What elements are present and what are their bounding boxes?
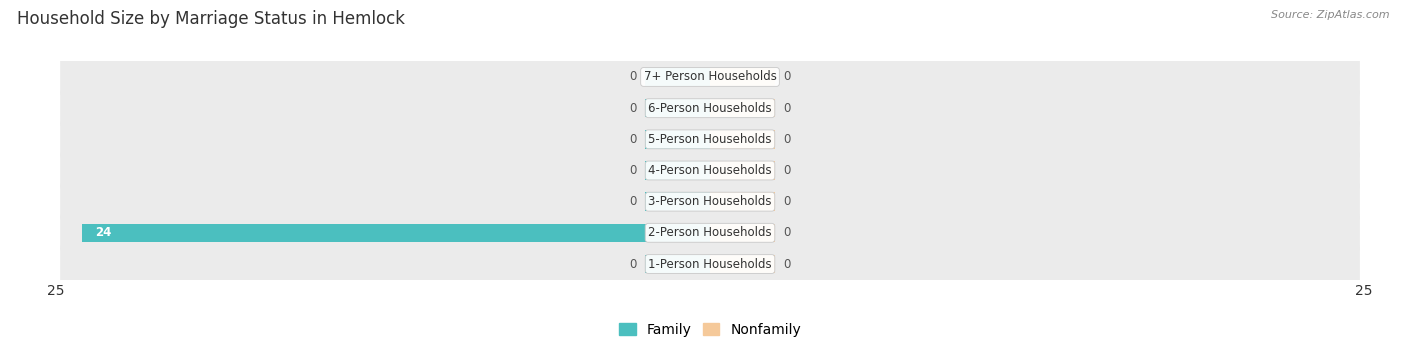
Text: Household Size by Marriage Status in Hemlock: Household Size by Marriage Status in Hem… — [17, 10, 405, 28]
FancyBboxPatch shape — [60, 244, 1360, 284]
Text: 0: 0 — [630, 102, 637, 115]
Bar — [710, 255, 776, 273]
FancyBboxPatch shape — [60, 120, 1360, 159]
Legend: Family, Nonfamily: Family, Nonfamily — [613, 317, 807, 341]
Bar — [644, 99, 710, 118]
Text: 0: 0 — [630, 164, 637, 177]
Text: 0: 0 — [630, 71, 637, 84]
Bar — [644, 192, 710, 211]
Bar — [644, 161, 710, 180]
Text: 0: 0 — [783, 257, 790, 270]
FancyBboxPatch shape — [60, 213, 1360, 252]
FancyBboxPatch shape — [60, 151, 1360, 190]
Bar — [710, 99, 776, 118]
Bar — [644, 68, 710, 86]
Bar — [710, 223, 776, 242]
Bar — [644, 130, 710, 149]
Bar — [710, 192, 776, 211]
Text: 0: 0 — [783, 164, 790, 177]
Text: 0: 0 — [630, 257, 637, 270]
Text: 2-Person Households: 2-Person Households — [648, 226, 772, 239]
Bar — [710, 161, 776, 180]
Text: 7+ Person Households: 7+ Person Households — [644, 71, 776, 84]
Text: 24: 24 — [96, 226, 112, 239]
Text: 0: 0 — [783, 71, 790, 84]
Text: 1-Person Households: 1-Person Households — [648, 257, 772, 270]
Text: 0: 0 — [783, 102, 790, 115]
Text: 0: 0 — [630, 195, 637, 208]
Text: 0: 0 — [783, 226, 790, 239]
Text: 3-Person Households: 3-Person Households — [648, 195, 772, 208]
Text: 0: 0 — [783, 195, 790, 208]
Bar — [710, 68, 776, 86]
Text: 5-Person Households: 5-Person Households — [648, 133, 772, 146]
Text: 0: 0 — [783, 133, 790, 146]
Bar — [710, 130, 776, 149]
Text: 6-Person Households: 6-Person Households — [648, 102, 772, 115]
FancyBboxPatch shape — [60, 182, 1360, 221]
Bar — [83, 223, 710, 242]
Text: 4-Person Households: 4-Person Households — [648, 164, 772, 177]
Bar — [644, 255, 710, 273]
FancyBboxPatch shape — [60, 89, 1360, 128]
Text: Source: ZipAtlas.com: Source: ZipAtlas.com — [1271, 10, 1389, 20]
FancyBboxPatch shape — [60, 57, 1360, 97]
Text: 0: 0 — [630, 133, 637, 146]
